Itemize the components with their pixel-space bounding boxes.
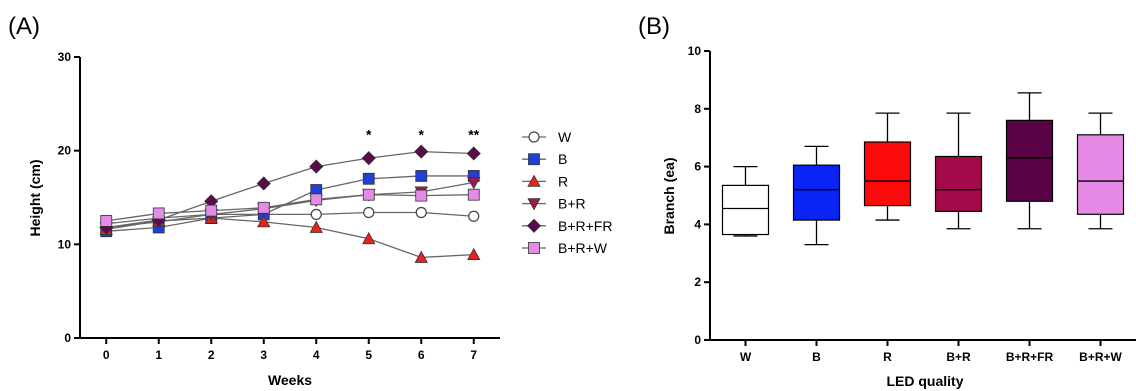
b-x-tick-label: R (883, 350, 892, 364)
a-x-tick-label: 6 (418, 348, 425, 362)
series-line-3 (106, 181, 474, 229)
box-B+R+FR (1005, 119, 1054, 202)
legend-marker (528, 131, 540, 143)
box-B+R+W (1076, 134, 1125, 215)
legend-label: B (558, 151, 567, 167)
legend-label: B+R (558, 196, 586, 212)
data-point-s1-x6 (415, 170, 428, 182)
legend-label: B+R+W (558, 240, 608, 256)
a-x-tick-label: 5 (365, 348, 372, 362)
data-point-s1-x5 (362, 172, 375, 185)
b-x-tick-label: B+R+FR (1006, 350, 1054, 364)
data-point-s2-x4 (309, 220, 323, 233)
panel-b-label: (B) (638, 13, 670, 40)
data-point-s4-x5 (361, 151, 376, 166)
b-y-tick-label: 6 (694, 160, 701, 174)
a-y-tick-label: 10 (58, 237, 72, 251)
panel-a-axes: 0 10 20 30 0 1 2 3 4 5 6 7 (58, 50, 500, 362)
data-point-s5-x4 (310, 193, 323, 206)
series-line-4 (106, 150, 474, 229)
significance-marker: ** (468, 126, 479, 142)
significance-marker: * (366, 126, 372, 142)
legend-marker (527, 174, 541, 187)
data-point-s0-x5 (363, 206, 375, 219)
data-point-s2-x3 (257, 215, 271, 228)
box-W (721, 184, 770, 236)
data-point-s2-x5 (362, 231, 376, 245)
data-point-s2-x6 (414, 250, 428, 263)
legend-marker (528, 153, 540, 166)
data-point-s2-x7 (467, 247, 481, 261)
panel-a-markers (99, 144, 481, 263)
b-x-tick-label: B+R+W (1079, 350, 1122, 364)
legend-label: R (558, 173, 568, 189)
b-y-tick-label: 10 (688, 44, 702, 58)
data-point-s4-x4 (309, 159, 324, 174)
data-point-s5-x7 (467, 188, 480, 201)
a-x-tick-label: 3 (260, 348, 267, 362)
a-x-tick-label: 7 (470, 348, 477, 362)
panel-a-legend: WBR B+R B+R+FR B+R+W (522, 129, 612, 256)
significance-marker: * (419, 126, 425, 142)
a-y-tick-label: 0 (64, 331, 71, 345)
legend-marker (528, 242, 540, 254)
panel-b-y-axis-title: Branch (ea) (661, 157, 677, 234)
b-x-tick-label: B (812, 350, 821, 364)
data-point-s4-x7 (466, 146, 481, 161)
panel-a-y-axis-title: Height (cm) (27, 160, 43, 237)
legend-marker (527, 198, 541, 211)
box-B (792, 164, 841, 221)
legend-label: W (558, 129, 572, 145)
a-x-tick-label: 4 (313, 348, 320, 362)
legend-label: B+R+FR (558, 218, 612, 234)
box-B+R (934, 155, 983, 212)
b-y-tick-label: 4 (694, 217, 701, 231)
data-point-s0-x4 (310, 208, 322, 220)
series-line-1 (106, 175, 474, 232)
panel-b-x-axis-title: LED quality (886, 373, 963, 389)
panel-a-label: (A) (8, 13, 40, 40)
b-x-tick-label: W (740, 350, 752, 364)
b-y-tick-label: 2 (694, 275, 701, 289)
panel-a-series-lines (106, 150, 474, 259)
a-x-tick-label: 1 (155, 348, 162, 362)
panel-a-annotations: * * ** (366, 126, 480, 142)
a-x-tick-label: 0 (103, 348, 110, 362)
data-point-s4-x3 (256, 176, 271, 191)
b-x-tick-label: B+R (946, 350, 971, 364)
panel-b-branch-chart: (B) 0 2 4 6 8 10 W B R B+R B+R+FR B+R+W LED quality… (638, 13, 1136, 389)
b-y-tick-label: 8 (694, 102, 701, 116)
data-point-s3-x7 (467, 177, 481, 190)
data-point-s5-x3 (257, 201, 270, 214)
data-point-s5-x0 (100, 215, 113, 227)
b-y-tick-label: 0 (694, 333, 701, 347)
a-y-tick-label: 30 (58, 50, 72, 64)
data-point-s4-x6 (414, 144, 429, 159)
a-y-tick-label: 20 (58, 144, 72, 158)
data-point-s5-x5 (362, 188, 375, 201)
data-point-s0-x7 (468, 210, 480, 222)
panel-b-boxes (721, 92, 1125, 246)
a-x-tick-label: 2 (208, 348, 215, 362)
series-line-5 (106, 194, 474, 222)
data-point-s0-x6 (415, 206, 427, 219)
panel-a-x-axis-title: Weeks (268, 372, 312, 388)
legend-marker (526, 218, 542, 233)
box-R (863, 141, 912, 207)
data-point-s5-x2 (205, 204, 218, 217)
data-point-s5-x1 (152, 207, 165, 220)
data-point-s5-x6 (415, 189, 428, 202)
panel-b-axes: 0 2 4 6 8 10 W B R B+R B+R+FR B+R+W (688, 44, 1136, 364)
